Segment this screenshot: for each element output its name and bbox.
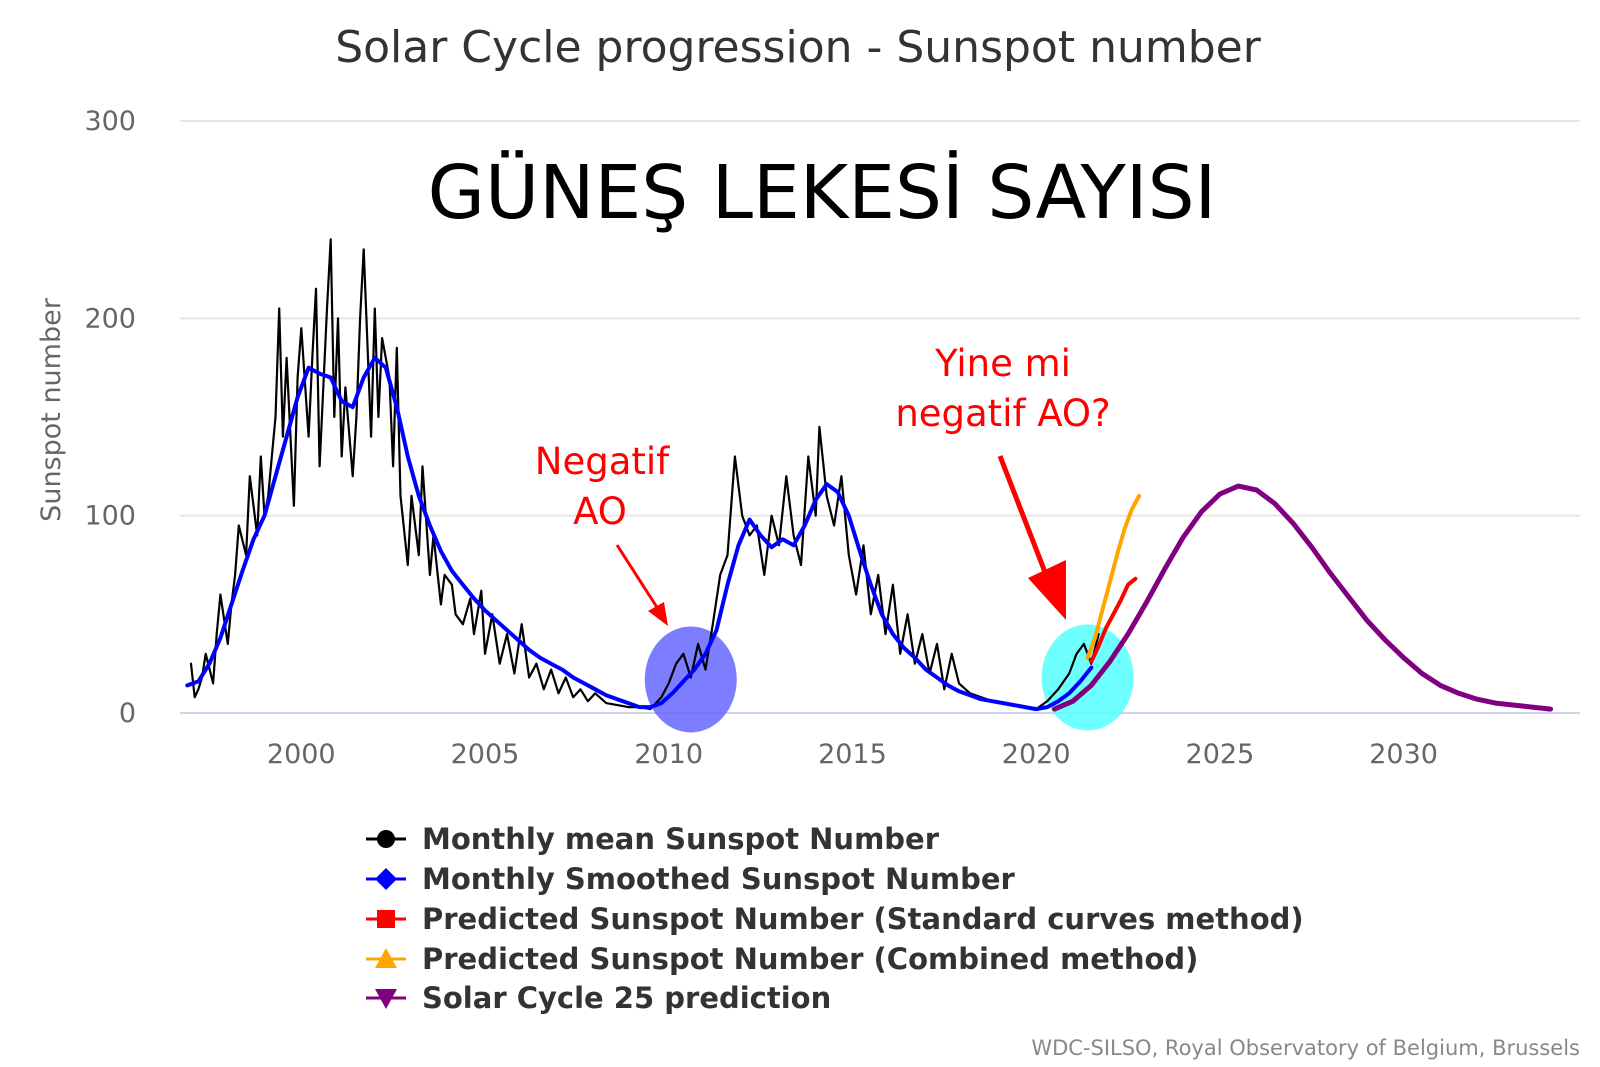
legend-label: Monthly mean Sunspot Number [422, 822, 940, 856]
x-tick-label: 2030 [1369, 739, 1438, 770]
x-tick-label: 2000 [267, 739, 336, 770]
annotation-yine-line2: negatif AO? [895, 392, 1110, 435]
highlight-ellipse-1 [644, 626, 737, 733]
legend-square-icon [377, 910, 395, 928]
legend-triangle-up-icon [375, 948, 397, 968]
chart-title: Solar Cycle progression - Sunspot number [335, 22, 1262, 73]
overlay-title: GÜNEŞ LEKESİ SAYISI [428, 149, 1217, 236]
x-tick-label: 2010 [634, 739, 703, 770]
legend-label: Predicted Sunspot Number (Combined metho… [422, 942, 1198, 976]
series-line-4 [1085, 493, 1142, 660]
legend-item-monthly-mean[interactable]: Monthly mean Sunspot Number [366, 822, 940, 856]
annotation-arrow-2 [997, 455, 1066, 620]
y-tick-label: 100 [84, 501, 136, 532]
highlight-ellipses [644, 624, 1134, 733]
annotation-negatif-line2: AO [573, 490, 627, 533]
y-tick-label: 0 [119, 698, 136, 729]
legend-label: Solar Cycle 25 prediction [422, 981, 831, 1015]
legend-label: Predicted Sunspot Number (Standard curve… [422, 902, 1304, 936]
x-tick-label: 2020 [1002, 739, 1071, 770]
legend-circle-icon [377, 830, 395, 848]
legend-item-standard-curves[interactable]: Predicted Sunspot Number (Standard curve… [366, 902, 1304, 936]
x-axis-ticks: 2000 2005 2010 2015 2020 2025 2030 [267, 739, 1438, 770]
x-tick-label: 2005 [451, 739, 520, 770]
legend: Monthly mean Sunspot Number Monthly Smoo… [366, 822, 1304, 1015]
highlight-ellipse-2 [1041, 624, 1134, 731]
y-axis-label: Sunspot number [36, 297, 67, 522]
series-line-3 [1089, 576, 1138, 664]
legend-item-smoothed[interactable]: Monthly Smoothed Sunspot Number [366, 862, 1015, 896]
legend-item-cycle25[interactable]: Solar Cycle 25 prediction [366, 981, 831, 1015]
annotation-yine-line1: Yine mi [934, 342, 1071, 385]
legend-label: Monthly Smoothed Sunspot Number [422, 862, 1015, 896]
x-tick-label: 2025 [1186, 739, 1255, 770]
series-line-5 [1052, 483, 1554, 712]
legend-diamond-icon [375, 868, 397, 890]
annotation-negatif-line1: Negatif [535, 440, 670, 483]
y-tick-label: 300 [84, 106, 136, 137]
legend-item-combined[interactable]: Predicted Sunspot Number (Combined metho… [366, 942, 1198, 976]
y-axis-ticks: 0 100 200 300 [84, 106, 136, 729]
x-tick-label: 2015 [818, 739, 887, 770]
y-tick-label: 200 [84, 303, 136, 334]
credit-text: WDC-SILSO, Royal Observatory of Belgium,… [1031, 1036, 1580, 1060]
annotation-arrow-1 [615, 544, 668, 626]
series-line-2 [185, 355, 1094, 712]
data-series [185, 238, 1554, 712]
legend-triangle-down-icon [375, 989, 397, 1009]
